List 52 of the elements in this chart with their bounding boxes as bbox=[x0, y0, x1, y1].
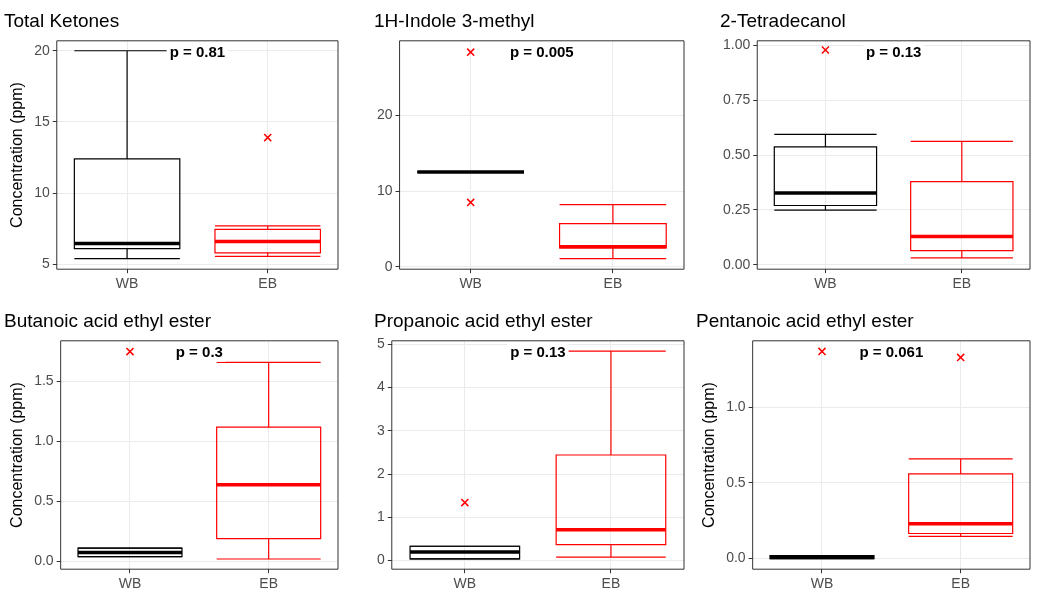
x-tick-label: EB bbox=[258, 275, 278, 292]
x-tick-label: EB bbox=[952, 275, 972, 292]
y-tick-label: 0.50 bbox=[723, 145, 751, 162]
y-tick-label: 20 bbox=[34, 41, 50, 58]
x-tick-label: WB bbox=[810, 575, 834, 592]
chart-title: 2-Tetradecanol bbox=[720, 9, 846, 31]
x-tick-label: WB bbox=[453, 575, 477, 592]
y-axis-title: Concentration (ppm) bbox=[700, 382, 718, 528]
y-tick-label: 1.0 bbox=[34, 432, 54, 449]
y-tick-label: 0.0 bbox=[726, 549, 746, 566]
annotation: p = 0.13 bbox=[510, 343, 566, 361]
x-tick-label: EB bbox=[951, 575, 971, 592]
y-tick-label: 1.5 bbox=[34, 372, 54, 389]
y-tick-label: 0.0 bbox=[34, 552, 54, 569]
y-tick-label: 0.00 bbox=[723, 255, 751, 272]
chart-title: Propanoic acid ethyl ester bbox=[374, 309, 594, 331]
chart-title: 1H-Indole 3-methyl bbox=[374, 9, 535, 31]
y-tick-label: 5 bbox=[376, 335, 385, 352]
y-tick-label: 0.5 bbox=[34, 492, 54, 509]
x-tick-label: WB bbox=[814, 275, 837, 292]
annotation: p = 0.81 bbox=[169, 43, 226, 61]
y-tick-label: 10 bbox=[376, 181, 393, 198]
y-tick-label: 3 bbox=[376, 421, 385, 438]
annotation: p = 0.061 bbox=[859, 343, 924, 361]
x-tick-label: WB bbox=[115, 275, 139, 292]
y-tick-label: 0 bbox=[376, 551, 385, 568]
chart-title: Butanoic acid ethyl ester bbox=[4, 309, 212, 331]
y-tick-label: 15 bbox=[34, 112, 50, 129]
x-tick-label: EB bbox=[603, 275, 623, 292]
y-tick-label: 0.25 bbox=[723, 200, 751, 217]
y-tick-label: 1.0 bbox=[726, 398, 746, 415]
x-tick-label: EB bbox=[601, 575, 621, 592]
annotation: p = 0.13 bbox=[865, 43, 922, 61]
x-tick-label: WB bbox=[459, 275, 482, 292]
y-tick-label: 4 bbox=[376, 378, 385, 395]
y-tick-label: 1.00 bbox=[723, 36, 751, 53]
y-tick-label: 5 bbox=[41, 255, 50, 272]
y-axis-title: Concentration (ppm) bbox=[8, 82, 26, 228]
annotation: p = 0.3 bbox=[175, 343, 223, 361]
chart-title: Total Ketones bbox=[4, 9, 120, 31]
y-tick-label: 20 bbox=[376, 106, 393, 123]
y-tick-label: 0 bbox=[384, 257, 393, 274]
x-tick-label: EB bbox=[259, 575, 279, 592]
x-tick-label: WB bbox=[118, 575, 142, 592]
y-tick-label: 10 bbox=[34, 183, 50, 200]
y-tick-label: 0.5 bbox=[726, 473, 746, 490]
y-tick-label: 0.75 bbox=[723, 90, 751, 107]
y-tick-label: 1 bbox=[376, 508, 385, 525]
y-tick-label: 2 bbox=[376, 464, 385, 481]
annotation: p = 0.005 bbox=[509, 43, 574, 61]
chart-title: Pentanoic acid ethyl ester bbox=[696, 309, 915, 331]
y-axis-title: Concentration (ppm) bbox=[8, 382, 26, 528]
